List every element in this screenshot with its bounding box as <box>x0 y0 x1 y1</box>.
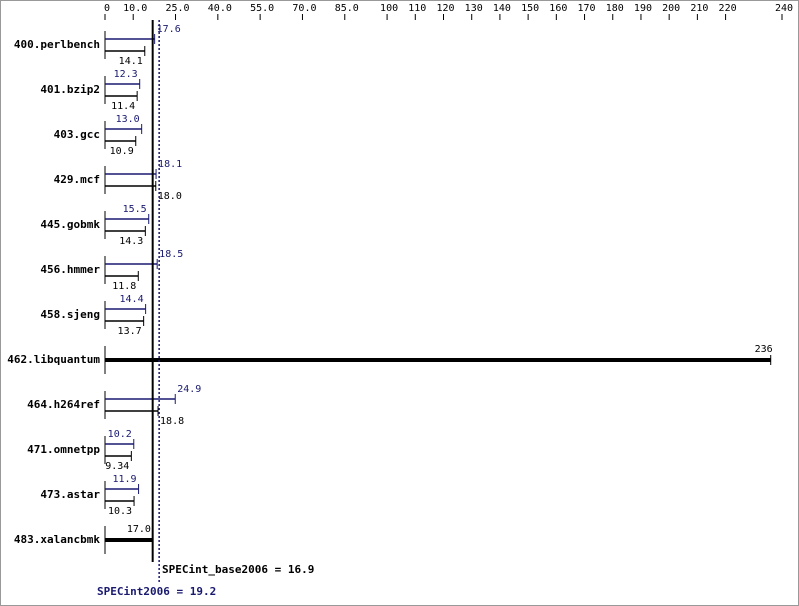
value-label: 236 <box>755 344 773 355</box>
category-label: 471.omnetpp <box>27 443 100 456</box>
value-label: 10.9 <box>110 146 134 157</box>
value-label: 13.0 <box>116 114 140 125</box>
value-label: 11.8 <box>112 281 136 292</box>
category-label: 401.bzip2 <box>40 83 100 96</box>
x-tick-label: 85.0 <box>335 3 359 14</box>
value-label: 14.1 <box>119 56 143 67</box>
x-tick-label: 180 <box>606 3 624 14</box>
category-label: 464.h264ref <box>27 398 100 411</box>
value-label: 18.0 <box>158 191 182 202</box>
x-tick-label: 10.0 <box>123 3 147 14</box>
category-label: 456.hmmer <box>40 263 100 276</box>
x-tick-label: 130 <box>465 3 483 14</box>
value-label: 17.6 <box>157 24 181 35</box>
x-tick-label: 70.0 <box>292 3 316 14</box>
value-label: 24.9 <box>177 384 201 395</box>
category-label: 473.astar <box>40 488 100 501</box>
value-label: 10.3 <box>108 506 132 517</box>
x-tick-label: 210 <box>690 3 708 14</box>
x-tick-label: 200 <box>662 3 680 14</box>
value-label: 14.4 <box>120 294 144 305</box>
category-label: 429.mcf <box>54 173 100 186</box>
x-tick-label: 190 <box>634 3 652 14</box>
value-label: 18.1 <box>158 159 182 170</box>
reference-label: SPECint_base2006 = 16.9 <box>162 563 314 576</box>
x-tick-label: 25.0 <box>165 3 189 14</box>
category-label: 403.gcc <box>54 128 100 141</box>
value-label: 18.5 <box>159 249 183 260</box>
reference-label: SPECint2006 = 19.2 <box>97 585 216 598</box>
x-tick-label: 100 <box>380 3 398 14</box>
x-tick-label: 120 <box>436 3 454 14</box>
x-tick-label: 170 <box>578 3 596 14</box>
value-label: 12.3 <box>114 69 138 80</box>
x-tick-label: 40.0 <box>208 3 232 14</box>
value-label: 9.34 <box>105 461 129 472</box>
value-label: 10.2 <box>108 429 132 440</box>
x-tick-label: 150 <box>521 3 539 14</box>
value-label: 11.9 <box>112 474 136 485</box>
category-label: 462.libquantum <box>7 353 100 366</box>
value-label: 11.4 <box>111 101 135 112</box>
value-label: 15.5 <box>123 204 147 215</box>
x-tick-label: 0 <box>104 3 110 14</box>
value-label: 18.8 <box>160 416 184 427</box>
value-label: 14.3 <box>119 236 143 247</box>
category-label: 445.gobmk <box>40 218 100 231</box>
value-label: 17.0 <box>127 524 151 535</box>
x-tick-label: 220 <box>719 3 737 14</box>
x-tick-label: 240 <box>775 3 793 14</box>
x-tick-label: 140 <box>493 3 511 14</box>
x-tick-label: 160 <box>549 3 567 14</box>
x-tick-label: 55.0 <box>250 3 274 14</box>
category-label: 483.xalancbmk <box>14 533 100 546</box>
category-label: 400.perlbench <box>14 38 100 51</box>
x-tick-label: 110 <box>408 3 426 14</box>
value-label: 13.7 <box>118 326 142 337</box>
category-label: 458.sjeng <box>40 308 100 321</box>
